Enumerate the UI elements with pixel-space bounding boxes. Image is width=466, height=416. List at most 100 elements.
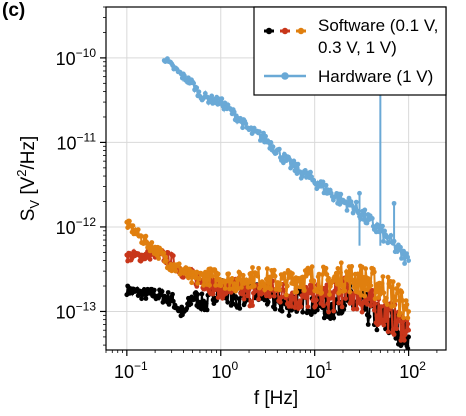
- data-point: [314, 297, 319, 303]
- data-point: [406, 309, 411, 314]
- data-point: [271, 267, 277, 273]
- data-point: [401, 315, 406, 321]
- data-point: [362, 293, 368, 299]
- data-point: [362, 207, 368, 213]
- data-point: [277, 299, 283, 305]
- data-point: [239, 291, 245, 297]
- data-point: [405, 321, 411, 327]
- data-point: [363, 266, 368, 271]
- data-point: [366, 314, 372, 319]
- data-point: [225, 299, 231, 305]
- data-point: [246, 280, 252, 285]
- data-point: [272, 306, 278, 312]
- data-point: [215, 271, 221, 277]
- data-point: [400, 298, 405, 303]
- data-point: [222, 286, 228, 291]
- data-point: [308, 290, 314, 296]
- x-tick-label: 101: [305, 359, 332, 382]
- data-point: [325, 301, 331, 307]
- data-point: [203, 300, 209, 306]
- data-point: [400, 319, 405, 325]
- data-point: [395, 290, 400, 296]
- data-point: [379, 281, 385, 286]
- data-point: [219, 96, 225, 102]
- axes: 10−1 100 101 102 10−13 10−12 10−11 10−10: [56, 6, 438, 382]
- data-point: [197, 299, 202, 305]
- data-point: [248, 271, 254, 276]
- data-point: [323, 265, 329, 271]
- data-point: [264, 266, 270, 272]
- data-point: [331, 315, 337, 321]
- data-point: [357, 274, 362, 280]
- data-area: [124, 33, 411, 350]
- data-point: [165, 290, 171, 295]
- legend-software-label-1: Software (0.1 V,: [318, 16, 438, 35]
- data-point: [191, 296, 197, 302]
- data-point: [351, 280, 356, 286]
- y-tick-label: 10−11: [57, 130, 97, 153]
- data-point: [338, 270, 343, 275]
- data-point: [186, 275, 191, 281]
- data-point: [353, 199, 359, 205]
- data-point: [270, 144, 276, 150]
- data-point: [342, 288, 348, 294]
- spike-point: [357, 190, 362, 196]
- y-axis-label: SV [V2/Hz]: [14, 136, 42, 222]
- data-point: [372, 301, 378, 306]
- data-point: [255, 273, 261, 279]
- data-point: [398, 244, 403, 250]
- data-point: [182, 73, 187, 79]
- data-point: [371, 307, 377, 313]
- data-point: [277, 281, 283, 287]
- data-point: [188, 301, 194, 307]
- x-axis-label: f [Hz]: [254, 388, 298, 409]
- y-tick-label: 10−13: [56, 299, 97, 322]
- data-point: [294, 289, 300, 295]
- data-point: [385, 329, 391, 335]
- data-point: [381, 238, 386, 244]
- data-point: [402, 261, 407, 266]
- data-point: [265, 299, 271, 305]
- legend-software-label-2: 0.3 V, 1 V): [318, 38, 397, 57]
- data-point: [283, 279, 288, 284]
- data-point: [143, 296, 149, 301]
- data-point: [390, 279, 396, 285]
- data-point: [365, 296, 371, 302]
- data-point: [319, 290, 325, 296]
- data-point: [241, 296, 247, 302]
- data-point: [163, 254, 169, 260]
- data-point: [316, 271, 322, 277]
- data-point: [286, 313, 292, 318]
- data-point: [189, 280, 195, 286]
- data-point: [164, 258, 169, 264]
- data-point: [324, 272, 330, 277]
- data-point: [295, 161, 301, 167]
- panel-label: (c): [2, 0, 26, 21]
- data-point: [151, 287, 157, 293]
- x-tick-label: 102: [399, 359, 426, 382]
- data-point: [354, 283, 360, 288]
- data-point: [240, 125, 246, 131]
- data-point: [339, 304, 345, 310]
- data-point: [307, 287, 312, 292]
- data-point: [368, 283, 374, 288]
- data-point: [384, 308, 389, 314]
- data-point: [333, 270, 339, 276]
- data-point: [336, 300, 342, 306]
- data-point: [209, 93, 215, 99]
- data-point: [399, 289, 405, 295]
- data-point: [349, 264, 355, 269]
- data-point: [347, 289, 353, 295]
- data-point: [368, 303, 374, 309]
- data-point: [170, 291, 175, 297]
- data-point: [308, 169, 313, 175]
- data-point: [380, 274, 386, 279]
- data-point: [213, 286, 219, 292]
- data-point: [176, 261, 182, 267]
- legend-software-marker: [297, 27, 305, 35]
- data-point: [348, 199, 354, 205]
- data-point: [334, 281, 340, 287]
- data-point: [257, 129, 262, 135]
- data-point: [313, 303, 318, 308]
- data-point: [256, 296, 261, 302]
